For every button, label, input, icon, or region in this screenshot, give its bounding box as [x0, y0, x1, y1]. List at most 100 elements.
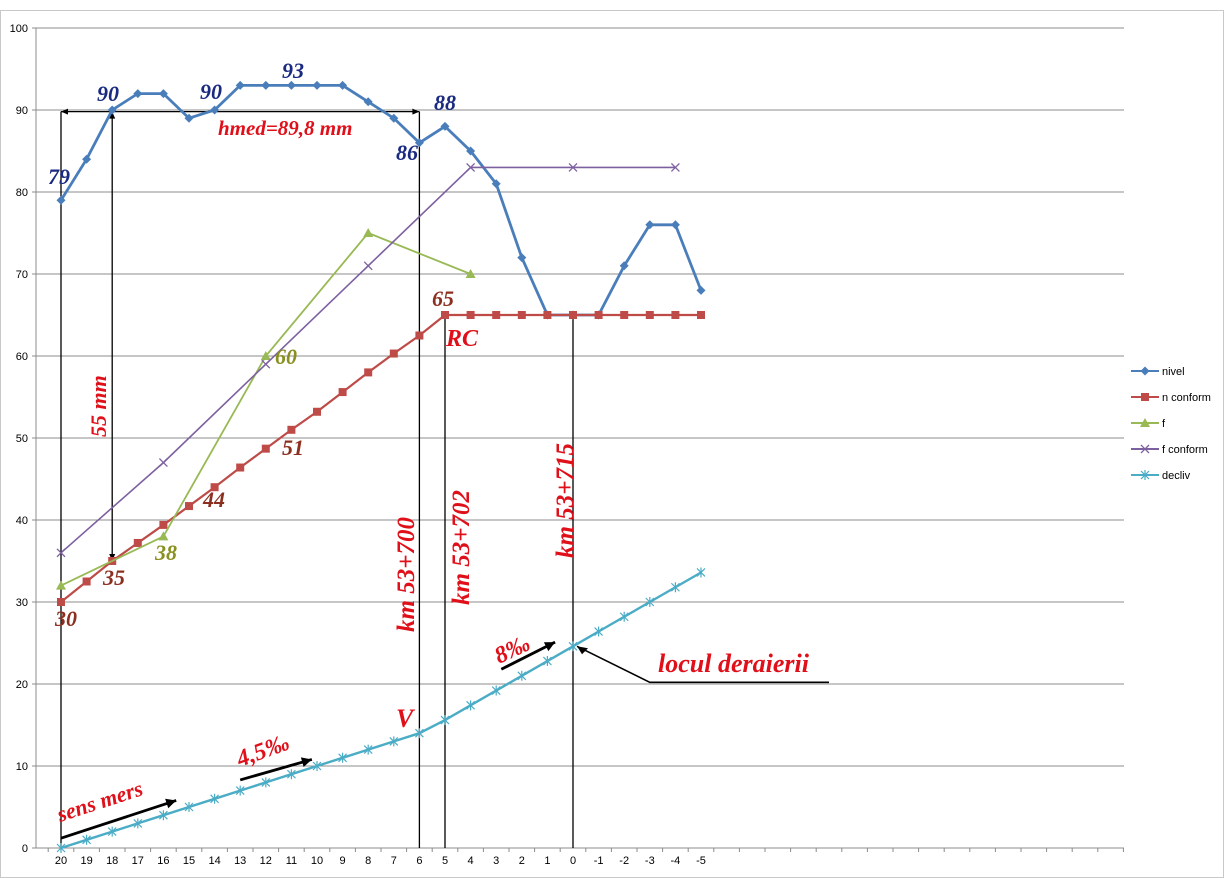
point	[645, 597, 655, 607]
x-tick-label: 10	[311, 855, 323, 867]
f-label-60: 60	[275, 344, 297, 369]
point	[287, 425, 296, 434]
x-tick-label: -4	[671, 855, 681, 867]
point	[82, 577, 91, 586]
slope-8-arrow	[500, 640, 556, 671]
point	[569, 311, 577, 319]
point	[363, 744, 373, 755]
x-tick-label: 16	[157, 855, 169, 867]
legend-item: nivel	[1131, 366, 1185, 378]
gridlines	[36, 27, 1124, 767]
point	[697, 311, 705, 319]
point	[338, 388, 347, 397]
point	[492, 311, 501, 319]
point	[210, 483, 219, 492]
point	[696, 567, 706, 578]
legend: nivel n conform f f conform decliv	[1131, 366, 1211, 482]
series-line	[60, 571, 702, 850]
point	[235, 80, 245, 90]
point	[56, 195, 66, 205]
nivel-label-93: 93	[282, 58, 304, 83]
y-tick-label: 50	[16, 433, 28, 445]
x-tick-label: 15	[183, 855, 195, 867]
point	[670, 220, 680, 230]
point	[210, 793, 220, 804]
point	[1141, 393, 1149, 401]
legend-item: f	[1131, 418, 1166, 430]
y-tick-label: 0	[22, 843, 28, 855]
point	[568, 162, 578, 172]
point	[389, 349, 398, 358]
point	[107, 105, 117, 115]
x-tick-label: 18	[106, 855, 118, 867]
point	[235, 785, 245, 796]
slope-4-5-arrow-head	[300, 757, 312, 767]
guide-lines	[60, 108, 829, 848]
series-line	[60, 313, 701, 603]
point	[440, 121, 450, 131]
n-label-44: 44	[202, 487, 225, 512]
point	[542, 656, 552, 667]
point	[645, 220, 655, 230]
point	[491, 685, 501, 696]
y-tick-label: 30	[16, 597, 28, 609]
legend-label: nivel	[1162, 366, 1185, 378]
point	[491, 179, 501, 189]
point	[671, 311, 680, 319]
x-tick-label: -5	[696, 855, 706, 867]
point	[210, 105, 220, 115]
mm55-arrow-top	[109, 111, 116, 119]
x-tick-label: 4	[468, 855, 474, 867]
point	[620, 311, 629, 319]
y-tick-label: 60	[16, 351, 28, 363]
x-tick-label: 9	[340, 855, 346, 867]
f-label-38: 38	[154, 540, 177, 565]
point	[185, 502, 193, 511]
point	[338, 752, 348, 763]
point	[82, 834, 92, 845]
nivel-label-86: 86	[396, 140, 418, 165]
point	[1140, 366, 1150, 376]
x-tick-label: 0	[570, 855, 576, 867]
point	[312, 761, 322, 771]
nivel-label-88: 88	[434, 90, 456, 115]
point	[158, 458, 168, 468]
point	[568, 641, 578, 652]
point	[1140, 470, 1150, 480]
point	[133, 538, 142, 547]
y-tick-labels: 0 10 20 30 40 50 60 70 80 90 100	[10, 23, 28, 855]
point	[619, 261, 629, 271]
legend-label: f conform	[1162, 444, 1208, 456]
point	[107, 826, 117, 837]
point	[260, 351, 271, 360]
y-tick-label: 40	[16, 515, 28, 527]
km-53-702-label: km 53+702	[448, 490, 475, 605]
rc-label: RC	[445, 326, 479, 352]
y-tick-label: 10	[16, 761, 28, 773]
nivel-label-90-a: 90	[97, 81, 119, 106]
point	[363, 97, 373, 107]
series-layer	[56, 80, 706, 853]
nivel-label-79: 79	[48, 164, 70, 189]
x-tick-label: 14	[208, 855, 220, 867]
point	[184, 802, 194, 812]
nivel-label-90-b: 90	[200, 79, 222, 104]
point	[517, 670, 527, 681]
point	[440, 715, 450, 726]
point	[414, 138, 424, 148]
n-label-65: 65	[432, 286, 454, 311]
x-tick-label: 2	[519, 855, 525, 867]
point	[364, 368, 373, 377]
point	[619, 611, 629, 622]
x-tick-label: -1	[594, 855, 604, 867]
n-label-51: 51	[282, 435, 304, 460]
locul-deraierii-label: locul deraierii	[658, 649, 810, 678]
axes	[32, 27, 1124, 852]
legend-item: n conform	[1131, 392, 1211, 404]
point	[312, 80, 322, 90]
point	[133, 89, 143, 99]
x-tick-label: 3	[493, 855, 499, 867]
point	[465, 269, 476, 278]
point	[670, 162, 680, 172]
hmed-label: hmed=89,8 mm	[218, 116, 352, 140]
